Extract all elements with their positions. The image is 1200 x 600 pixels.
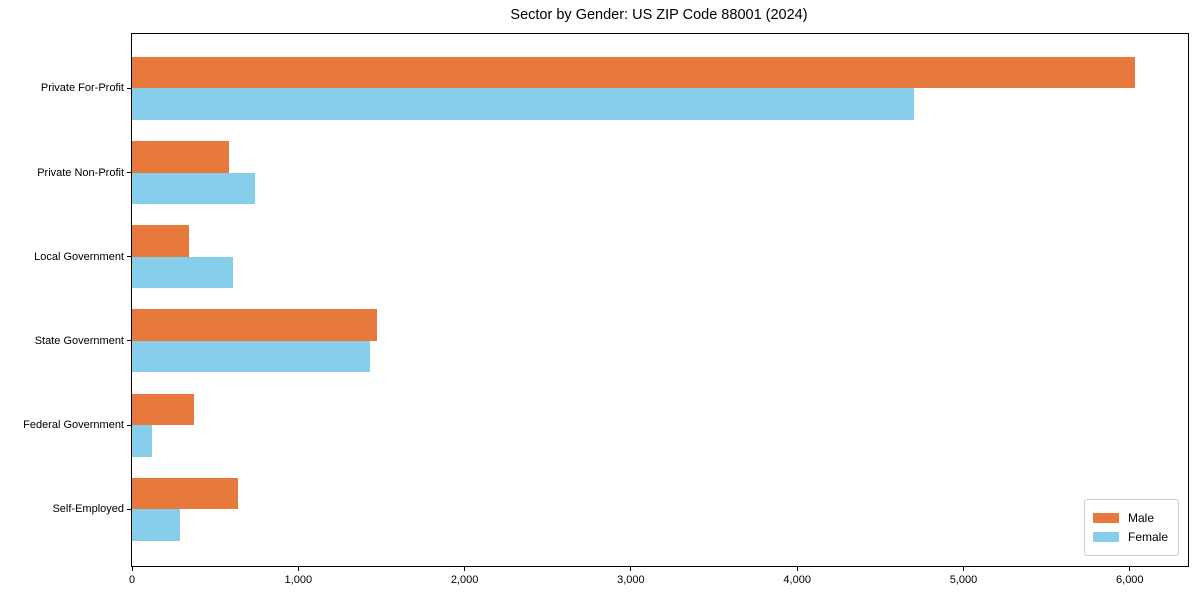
legend: Male Female xyxy=(1083,499,1179,556)
y-axis-category-label: State Government xyxy=(34,334,124,347)
chart-title: Sector by Gender: US ZIP Code 88001 (202… xyxy=(510,7,808,23)
legend-entry-male: Male xyxy=(1092,510,1168,526)
x-tick-label: 3,000 xyxy=(617,574,645,586)
legend-label: Female xyxy=(1127,530,1168,544)
y-tick-mark xyxy=(127,424,131,426)
bar-female-private-for-profit xyxy=(132,88,914,120)
y-axis-category-label: Private Non-Profit xyxy=(37,166,124,179)
plot-area: Male Female Private For-Profit Private Non… xyxy=(23,33,1189,586)
x-tick-label: 6,000 xyxy=(1116,574,1144,586)
bar-female-private-non-profit xyxy=(132,172,256,204)
x-tick-mark xyxy=(297,567,299,571)
legend-swatch-female xyxy=(1092,532,1119,542)
bar-male-state-government xyxy=(132,309,377,341)
x-tick-mark xyxy=(1129,567,1131,571)
bar-female-federal-government xyxy=(132,425,152,457)
y-axis-category-label: Self-Employed xyxy=(52,503,124,516)
x-tick-label: 4,000 xyxy=(783,574,811,586)
y-axis-category-label: Local Government xyxy=(34,250,124,263)
x-tick-label: 0 xyxy=(128,574,136,586)
x-tick-label: 5,000 xyxy=(949,574,978,586)
legend-label: Male xyxy=(1127,511,1154,525)
y-tick-mark xyxy=(127,256,131,258)
x-tick-mark xyxy=(796,567,798,571)
y-axis-category-label: Federal Government xyxy=(23,419,124,432)
y-tick-mark xyxy=(127,340,131,342)
bar-female-local-government xyxy=(132,256,234,289)
x-tick-mark xyxy=(962,567,964,571)
y-tick-mark xyxy=(127,87,131,89)
x-tick-label: 1,000 xyxy=(284,574,313,586)
bar-female-self-employed xyxy=(132,509,181,541)
bar-female-state-government xyxy=(132,340,370,373)
bar-male-private-for-profit xyxy=(132,56,1135,89)
bar-male-self-employed xyxy=(132,477,239,510)
y-tick-mark xyxy=(127,172,131,173)
x-tick-mark xyxy=(131,567,133,571)
bar-male-local-government xyxy=(132,225,189,257)
legend-swatch-male xyxy=(1092,513,1119,523)
x-tick-mark xyxy=(464,567,466,571)
y-axis-category-label: Private For-Profit xyxy=(40,82,124,95)
legend-entry-female: Female xyxy=(1092,529,1168,545)
x-tick-label: 2,000 xyxy=(450,574,479,586)
bar-male-private-non-profit xyxy=(132,141,229,173)
y-tick-mark xyxy=(127,508,131,510)
bar-male-federal-government xyxy=(132,393,194,426)
x-tick-mark xyxy=(630,567,632,571)
